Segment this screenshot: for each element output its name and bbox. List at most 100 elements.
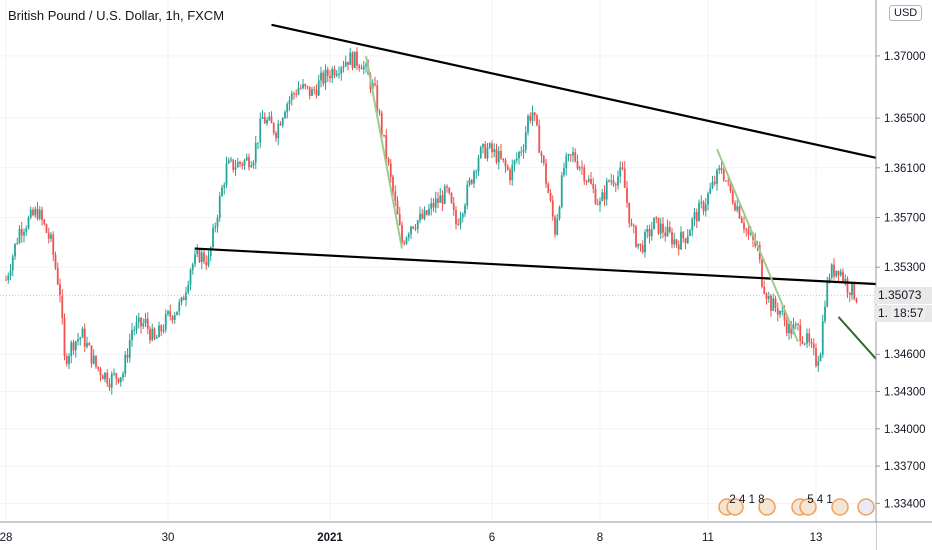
candle: [743, 216, 745, 234]
candle: [313, 85, 316, 95]
gb-flag-icon[interactable]: [857, 498, 875, 516]
candle: [635, 224, 637, 248]
candle: [250, 160, 253, 168]
candle: [682, 231, 685, 243]
candle: [614, 182, 617, 192]
candle: [653, 217, 655, 230]
time-tick-label: 13: [810, 532, 823, 544]
candle: [466, 180, 469, 210]
candle: [475, 169, 478, 179]
candle: [126, 348, 129, 363]
candle: [245, 153, 248, 162]
upper-trendline[interactable]: [271, 23, 932, 180]
price-tick-label: 1.37000: [884, 51, 926, 63]
candle: [671, 227, 673, 249]
candle: [351, 51, 354, 71]
candle: [704, 197, 707, 217]
drawing-overlays[interactable]: [194, 23, 932, 424]
candle: [556, 214, 559, 236]
candle: [281, 116, 284, 128]
us-flag-icon[interactable]: [799, 498, 817, 516]
us-flag-icon[interactable]: [726, 498, 744, 516]
candle: [308, 86, 311, 100]
candle: [484, 140, 487, 160]
candle: [835, 270, 838, 278]
candle: [531, 105, 534, 127]
candle: [41, 206, 43, 226]
price-scale-background[interactable]: [876, 0, 932, 522]
candle: [666, 219, 669, 237]
currency-button[interactable]: USD: [889, 5, 923, 21]
candle: [286, 101, 289, 119]
candle: [275, 130, 277, 142]
candle: [72, 339, 75, 355]
us-flag-icon[interactable]: [758, 498, 776, 516]
candle: [833, 258, 835, 280]
candle: [590, 172, 592, 185]
candle: [416, 219, 419, 234]
candle: [425, 209, 428, 216]
candle: [115, 372, 118, 385]
candle: [558, 205, 561, 221]
candle: [340, 65, 343, 81]
candle: [151, 323, 154, 342]
candles: [5, 47, 858, 395]
candle: [198, 248, 201, 263]
candle: [493, 143, 496, 158]
candle: [689, 228, 691, 236]
candle: [230, 156, 232, 163]
price-grid: [0, 0, 876, 522]
candle: [396, 196, 399, 215]
candle: [632, 223, 635, 234]
candle: [736, 198, 739, 213]
candle: [191, 262, 194, 275]
candle: [331, 66, 334, 83]
lower-trendline[interactable]: [194, 247, 911, 287]
economic-events[interactable]: 2 4 1 8 5 4 1: [718, 494, 875, 516]
candle: [137, 312, 140, 329]
candle: [187, 280, 190, 295]
candle: [131, 322, 133, 347]
candle: [461, 212, 464, 223]
price-tick-label: 1.36500: [884, 113, 926, 125]
price-scale: 1.33400 1.33700 1.34000 1.34300 1.34600 1.353…: [876, 51, 926, 510]
candle: [603, 185, 606, 207]
candle: [639, 243, 642, 252]
candle: [700, 195, 703, 209]
candle: [511, 159, 514, 186]
candle: [344, 55, 347, 67]
candle: [711, 175, 714, 190]
candle: [144, 312, 147, 327]
candle: [74, 340, 77, 358]
candle: [297, 81, 300, 96]
candle: [374, 76, 376, 87]
candle: [349, 47, 352, 65]
swing-line[interactable]: [716, 148, 799, 343]
candle: [428, 204, 430, 217]
candle: [302, 79, 304, 90]
price-tick-label: 1.33400: [884, 498, 926, 510]
candle: [657, 217, 660, 235]
price-tick-label: 1.34600: [884, 349, 926, 361]
candle: [585, 179, 588, 186]
candle: [16, 237, 19, 245]
candle: [529, 112, 532, 124]
candle: [412, 225, 415, 230]
candle: [135, 315, 138, 334]
event-flag-group[interactable]: 5 4 1: [791, 494, 849, 516]
candle: [563, 162, 565, 178]
us-flag-icon[interactable]: [831, 498, 849, 516]
candle: [38, 206, 41, 221]
candle: [855, 297, 858, 304]
swing-line[interactable]: [365, 55, 403, 249]
candle: [592, 177, 595, 194]
event-flag-group[interactable]: 2 4 1 8: [718, 494, 776, 516]
time-scale-background[interactable]: [0, 522, 876, 550]
candle: [7, 272, 10, 284]
candle: [812, 338, 815, 356]
candle: [587, 175, 590, 183]
candle: [738, 205, 741, 219]
candle: [34, 206, 37, 218]
candle: [326, 66, 329, 82]
